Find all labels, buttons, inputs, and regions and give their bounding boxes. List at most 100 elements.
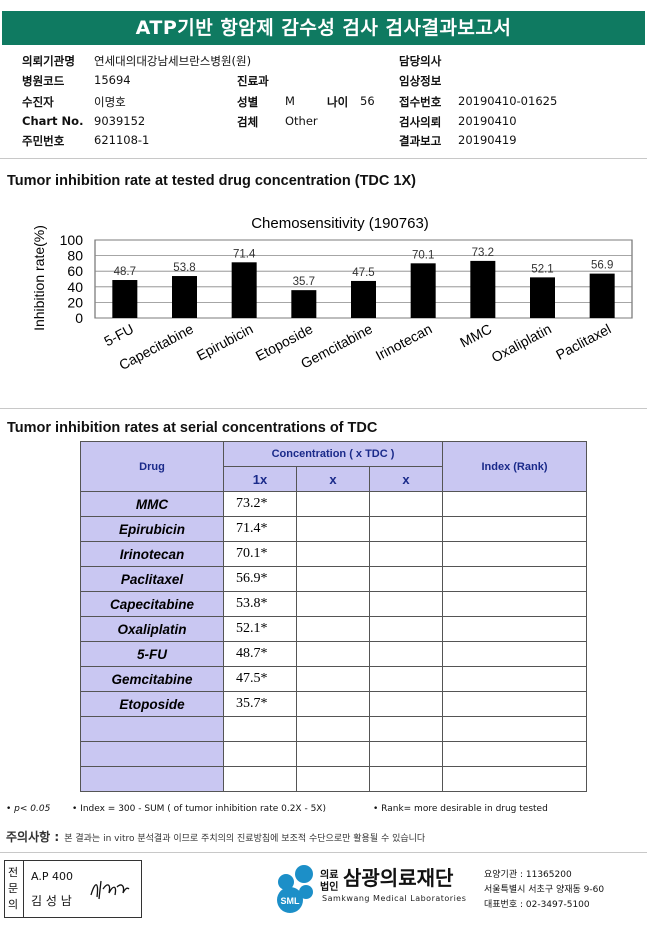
value-1x: 52.1* xyxy=(223,616,297,642)
value-cell xyxy=(223,741,297,767)
signature-name: 김 성 남 xyxy=(31,894,72,908)
info-value: 15694 xyxy=(94,73,131,87)
bar-value-label: 35.7 xyxy=(293,276,315,288)
org-phone: 대표번호 : 02-3497-5100 xyxy=(484,900,590,910)
divider xyxy=(0,158,647,159)
drug-name: Epirubicin xyxy=(80,516,224,542)
info-label: Chart No. xyxy=(22,114,84,128)
value-cell xyxy=(296,616,370,642)
value-1x: 53.8* xyxy=(223,591,297,617)
info-value: 20190419 xyxy=(458,133,517,147)
org-name: 삼광의료재단 xyxy=(343,866,454,890)
y-tick-label: 0 xyxy=(75,310,83,326)
value-cell xyxy=(296,691,370,717)
divider xyxy=(0,852,647,853)
chemosensitivity-chart: Chemosensitivity (190763) Inhibition rat… xyxy=(31,215,633,373)
value-cell xyxy=(369,566,443,592)
x-tick-label: Epirubicin xyxy=(194,321,256,364)
notice-text: 본 결과는 in vitro 분석결과 이므로 주치의의 진료방침에 보조적 수… xyxy=(64,834,426,844)
value-1x: 73.2* xyxy=(223,491,297,517)
bar-value-label: 73.2 xyxy=(472,247,494,259)
x-tick-label: 5-FU xyxy=(101,321,136,350)
conc-sub-header: 1x xyxy=(223,466,297,492)
index-cell xyxy=(442,591,587,617)
info-value: M xyxy=(285,94,295,108)
notice-label: 주의사항 : xyxy=(6,830,60,844)
value-cell xyxy=(369,716,443,742)
bar-value-label: 71.4 xyxy=(233,248,256,260)
index-cell xyxy=(442,666,587,692)
bar-value-label: 47.5 xyxy=(352,267,374,279)
value-cell xyxy=(296,566,370,592)
value-cell xyxy=(369,491,443,517)
info-value: 20190410-01625 xyxy=(458,94,558,108)
signature-id: A.P 400 xyxy=(31,870,73,883)
table-row: Epirubicin 71.4* xyxy=(80,516,587,542)
bar-etoposide xyxy=(291,290,317,318)
x-tick-label: Paclitaxel xyxy=(553,321,613,363)
value-cell xyxy=(296,716,370,742)
value-cell xyxy=(369,741,443,767)
table-row: Gemcitabine 47.5* xyxy=(80,666,587,692)
value-cell xyxy=(296,591,370,617)
info-label: 성별 xyxy=(237,95,259,109)
x-tick-label: MMC xyxy=(457,321,494,351)
drug-name: 5-FU xyxy=(80,641,224,667)
serial-concentration-table: Drug Concentration ( x TDC ) Index (Rank… xyxy=(80,441,587,792)
table-row: Capecitabine 53.8* xyxy=(80,591,587,617)
value-cell xyxy=(296,666,370,692)
info-label: 주민번호 xyxy=(22,134,65,148)
notice: 주의사항 : 본 결과는 in vitro 분석결과 이므로 주치의의 진료방침… xyxy=(6,826,425,845)
y-tick-label: 80 xyxy=(67,248,83,264)
table-row: 5-FU 48.7* xyxy=(80,641,587,667)
bar-gemcitabine xyxy=(351,280,376,318)
index-header: Index (Rank) xyxy=(442,441,587,492)
patient-info: 의뢰기관명 연세대의대강남세브란스병원(원) 병원코드 15694 수진자 이명… xyxy=(22,53,642,153)
drug-name: Irinotecan xyxy=(80,541,224,567)
org-prefix-top: 의료 xyxy=(320,870,339,881)
value-cell xyxy=(296,641,370,667)
bar-irinotecan xyxy=(410,263,436,318)
chart-title: Chemosensitivity (190763) xyxy=(251,215,429,232)
value-cell xyxy=(369,766,443,792)
y-tick-label: 20 xyxy=(67,294,83,310)
table-row-empty xyxy=(80,766,587,792)
table-row: Paclitaxel 56.9* xyxy=(80,566,587,592)
y-tick-label: 100 xyxy=(60,232,84,248)
drug-name: MMC xyxy=(80,491,224,517)
conc-sub-header: x xyxy=(296,466,370,492)
index-cell xyxy=(442,716,587,742)
bar-value-label: 70.1 xyxy=(412,249,434,261)
conc-sub-header: x xyxy=(369,466,443,492)
section-title: Tumor inhibition rates at serial concent… xyxy=(7,420,378,436)
value-cell xyxy=(223,766,297,792)
x-tick-label: Oxaliplatin xyxy=(489,321,554,366)
drug-name: Paclitaxel xyxy=(80,566,224,592)
chart-y-label: Inhibition rate(%) xyxy=(31,225,47,331)
info-label: 검체 xyxy=(237,115,259,129)
info-label: 진료과 xyxy=(237,74,269,88)
drug-name xyxy=(80,766,224,792)
info-label: 임상정보 xyxy=(399,74,442,88)
section-title: Tumor inhibition rate at tested drug con… xyxy=(7,173,416,189)
bar-oxaliplatin xyxy=(530,277,555,318)
value-cell xyxy=(296,491,370,517)
info-value: 연세대의대강남세브란스병원(원) xyxy=(94,54,252,68)
sml-logo-icon: SML xyxy=(277,865,313,913)
concentration-header: Concentration ( x TDC ) xyxy=(223,441,443,467)
org-code: 요양기관 : 11365200 xyxy=(484,870,572,880)
value-cell xyxy=(369,691,443,717)
bar-paclitaxel xyxy=(589,273,615,318)
bar-value-label: 52.1 xyxy=(531,263,553,275)
value-cell xyxy=(369,541,443,567)
drug-name xyxy=(80,741,224,767)
value-cell xyxy=(296,516,370,542)
drug-name xyxy=(80,716,224,742)
value-cell xyxy=(369,641,443,667)
info-value: 9039152 xyxy=(94,114,146,128)
x-tick-label: Irinotecan xyxy=(373,321,435,364)
value-cell xyxy=(369,616,443,642)
drug-name: Gemcitabine xyxy=(80,666,224,692)
index-cell xyxy=(442,516,587,542)
value-cell xyxy=(223,716,297,742)
